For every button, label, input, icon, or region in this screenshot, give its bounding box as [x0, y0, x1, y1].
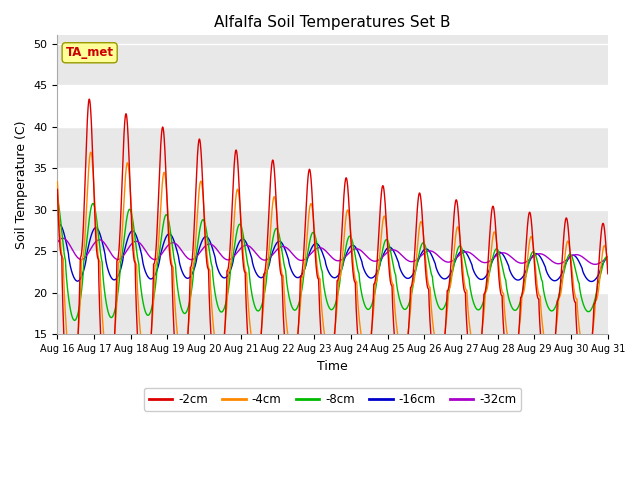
-4cm — [604, 262, 612, 268]
-16cm — [593, 274, 601, 280]
-16cm — [289, 270, 296, 276]
-32cm — [116, 256, 124, 262]
-16cm — [149, 275, 157, 281]
Title: Alfalfa Soil Temperatures Set B: Alfalfa Soil Temperatures Set B — [214, 15, 451, 30]
Bar — [58, 44, 608, 85]
-2cm — [593, 282, 601, 288]
Bar — [58, 251, 608, 293]
Line: -2cm: -2cm — [58, 99, 608, 422]
-4cm — [149, 304, 157, 310]
-8cm — [116, 264, 124, 270]
Line: -4cm: -4cm — [58, 152, 608, 372]
-16cm — [534, 252, 541, 257]
Bar — [58, 168, 608, 210]
-8cm — [149, 299, 157, 305]
-2cm — [86, 96, 93, 102]
-4cm — [68, 369, 76, 374]
-4cm — [289, 350, 296, 356]
-2cm — [289, 383, 296, 388]
-32cm — [59, 235, 67, 241]
-32cm — [289, 251, 296, 257]
-4cm — [87, 149, 95, 155]
-16cm — [265, 264, 273, 269]
-32cm — [534, 251, 541, 257]
-4cm — [265, 250, 273, 256]
-32cm — [591, 262, 599, 267]
Line: -8cm: -8cm — [58, 199, 608, 320]
-32cm — [149, 256, 157, 262]
Line: -16cm: -16cm — [58, 224, 608, 281]
Line: -32cm: -32cm — [58, 238, 608, 264]
-4cm — [116, 252, 124, 257]
-8cm — [265, 262, 273, 267]
-8cm — [54, 196, 61, 202]
Y-axis label: Soil Temperature (C): Soil Temperature (C) — [15, 120, 28, 249]
-4cm — [534, 288, 542, 294]
-16cm — [604, 254, 612, 260]
-2cm — [604, 271, 612, 276]
-16cm — [116, 267, 124, 273]
-8cm — [604, 255, 612, 261]
-2cm — [116, 218, 124, 224]
-32cm — [604, 254, 612, 260]
-32cm — [265, 256, 273, 262]
-8cm — [534, 261, 541, 266]
Legend: -2cm, -4cm, -8cm, -16cm, -32cm: -2cm, -4cm, -8cm, -16cm, -32cm — [144, 388, 521, 410]
-2cm — [265, 210, 273, 216]
-2cm — [67, 419, 75, 425]
-16cm — [54, 222, 61, 228]
-4cm — [593, 294, 601, 300]
-32cm — [593, 261, 601, 267]
-32cm — [54, 240, 61, 245]
-2cm — [534, 296, 542, 301]
-4cm — [54, 179, 61, 185]
-8cm — [71, 317, 79, 323]
Bar — [58, 127, 608, 168]
Bar — [58, 85, 608, 127]
-8cm — [289, 305, 296, 311]
-2cm — [54, 187, 61, 192]
Bar — [58, 293, 608, 334]
-2cm — [149, 280, 157, 286]
-8cm — [593, 285, 601, 291]
X-axis label: Time: Time — [317, 360, 348, 372]
Bar — [58, 210, 608, 251]
-16cm — [55, 221, 63, 227]
-16cm — [588, 278, 595, 284]
Text: TA_met: TA_met — [66, 46, 114, 59]
